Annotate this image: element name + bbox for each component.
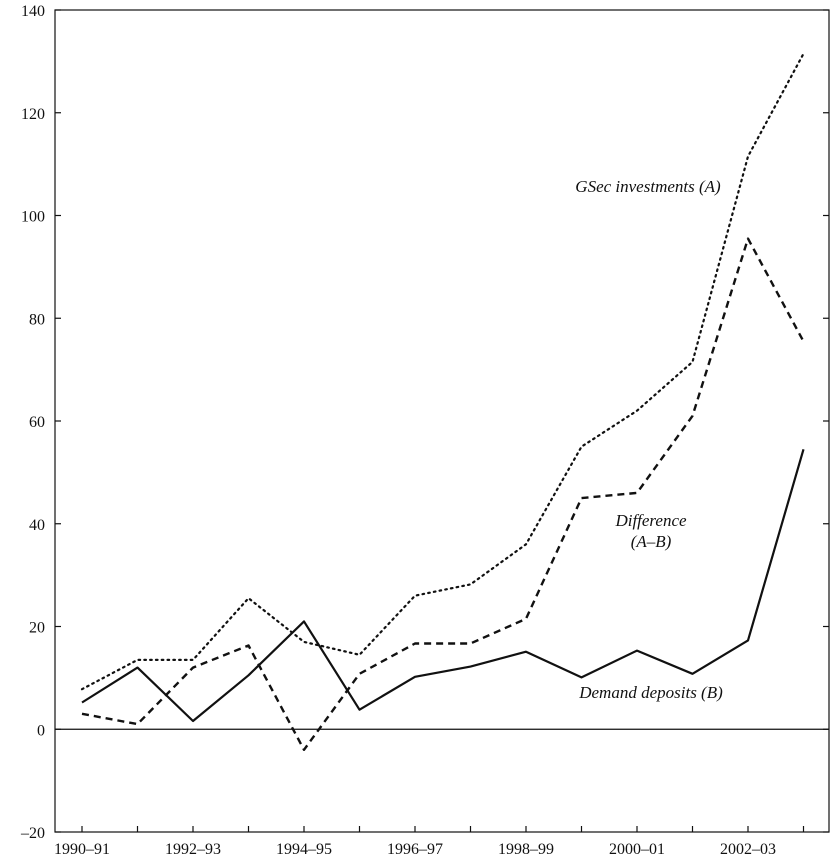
y-tick-label-3: 40: [29, 517, 45, 534]
series-line-1: [81, 237, 805, 751]
y-tick-label-5: 80: [29, 311, 45, 328]
ticks: –20 0 20 40 60 80 100 120 140 1990–91 1992–93 1994–…: [20, 3, 829, 858]
x-tick-label-5: 2000–01: [609, 841, 665, 858]
series-label-1-0: Difference: [614, 511, 687, 530]
x-tick-label-6: 2002–03: [720, 841, 776, 858]
y-tick-label-8: 140: [21, 3, 45, 20]
x-tick-label-2: 1994–95: [276, 841, 332, 858]
series-label-0-0: GSec investments (A): [575, 177, 721, 196]
y-tick-label-1: 0: [37, 722, 45, 739]
plot-frame: [54, 9, 830, 833]
series-label-1-1: (A–B): [631, 532, 672, 551]
axes: [54, 9, 830, 833]
y-tick-label-6: 100: [21, 209, 45, 226]
x-tick-label-4: 1998–99: [498, 841, 554, 858]
series-label-2-0: Demand deposits (B): [578, 683, 723, 702]
x-tick-label-3: 1996–97: [387, 841, 443, 858]
y-tick-label-7: 120: [21, 106, 45, 123]
y-tick-label-0: –20: [20, 825, 45, 842]
y-tick-label-2: 20: [29, 620, 45, 637]
series-line-0: [80, 52, 805, 691]
series-labels: GSec investments (A) Difference (A–B) Deman…: [575, 177, 723, 702]
y-tick-label-4: 60: [29, 414, 45, 431]
x-tick-label-0: 1990–91: [54, 841, 110, 858]
series-line-2: [81, 448, 805, 723]
series-lines: [80, 52, 805, 751]
x-tick-label-1: 1992–93: [165, 841, 221, 858]
